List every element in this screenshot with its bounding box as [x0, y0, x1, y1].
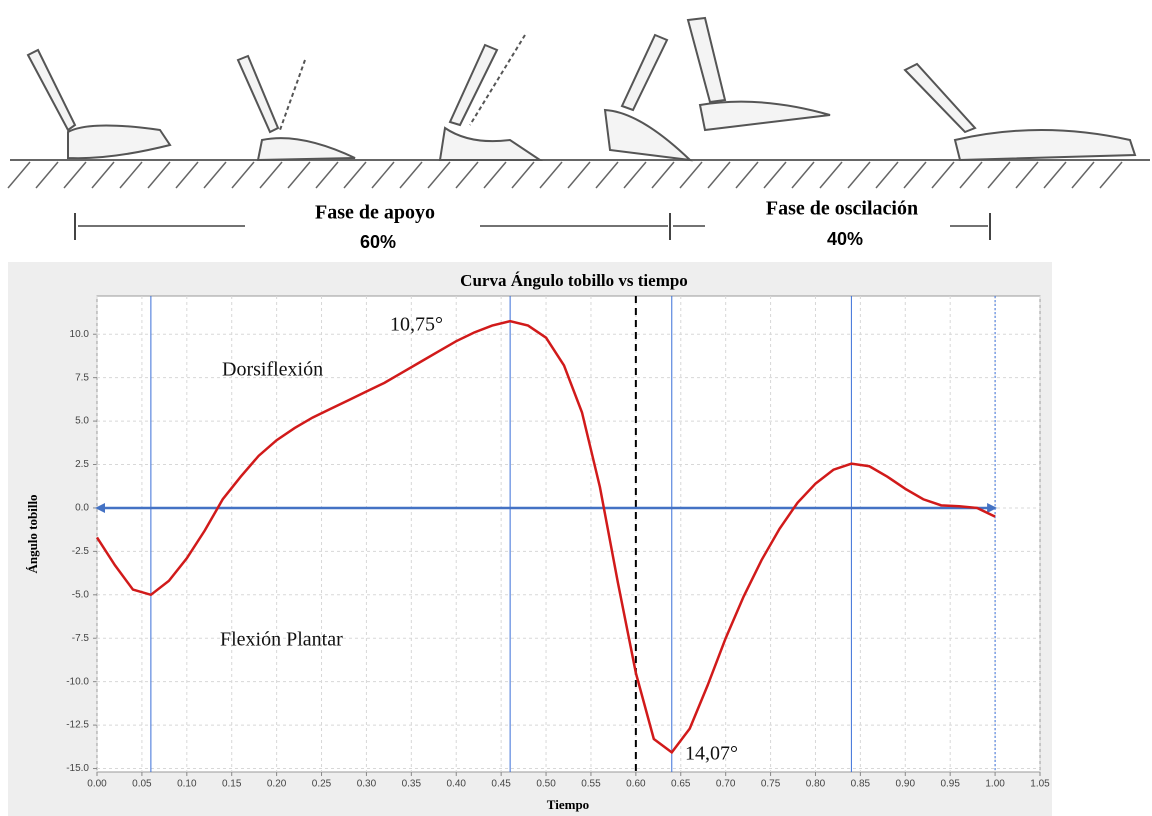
arrowhead	[95, 502, 105, 513]
x-tick-label: 0.20	[267, 779, 287, 790]
y-tick-label: -10.0	[66, 676, 89, 687]
ground-hatch	[371, 161, 395, 189]
ground-hatch	[707, 161, 731, 189]
x-tick-label: 0.25	[312, 779, 332, 790]
ground-hatch	[1015, 161, 1039, 189]
ground-hatch	[959, 161, 983, 189]
plot: 10.0 7.5 5.0 2.5 0.0 -2.5 -5.0 -7.5 -10.0 -12.5 -1…	[66, 296, 1050, 790]
y-tick-label: -15.0	[66, 763, 89, 774]
ground-hatch	[651, 161, 675, 189]
ground-hatch	[399, 161, 423, 189]
x-tick-label: 0.95	[940, 779, 960, 790]
ground-hatch	[735, 161, 759, 189]
x-tick-label: 0.50	[536, 779, 556, 790]
y-tick-label: 10.0	[70, 329, 90, 340]
x-tick-label: 0.40	[447, 779, 467, 790]
x-axis-label: Tiempo	[547, 797, 589, 812]
x-tick-label: 0.70	[716, 779, 736, 790]
phase-percent: 60%	[360, 232, 396, 252]
ground-hatch	[623, 161, 647, 189]
x-tick-label: 0.75	[761, 779, 781, 790]
phase-title: Fase de oscilación	[766, 198, 918, 220]
y-tick-label: -5.0	[72, 589, 90, 600]
ground-hatch	[91, 161, 115, 189]
x-tick-label: 0.15	[222, 779, 242, 790]
ground-hatch	[287, 161, 311, 189]
y-tick-label: 7.5	[75, 372, 89, 383]
y-tick-label: 5.0	[75, 416, 89, 427]
arrowhead	[987, 502, 998, 513]
data-line	[95, 319, 996, 755]
annotation: 10,75°	[390, 314, 443, 336]
ground-hatch	[679, 161, 703, 189]
ground-hatch	[231, 161, 255, 189]
x-tick-label: 0.55	[581, 779, 601, 790]
phase-title: Fase de apoyo	[315, 202, 435, 224]
ground-hatch	[1071, 161, 1095, 189]
y-tick-label: 0.0	[75, 503, 89, 514]
x-tick-label: 1.05	[1030, 779, 1050, 790]
x-tick-label: 0.10	[177, 779, 197, 790]
ground-hatch	[175, 161, 199, 189]
ground-hatch	[455, 161, 479, 189]
ground-hatch	[987, 161, 1011, 189]
gait-illustration: Fase de apoyo 60% Fase de oscilación 40%	[7, 16, 1150, 252]
ground-hatch	[343, 161, 367, 189]
x-tick-label: 0.90	[896, 779, 916, 790]
ground-hatch	[903, 161, 927, 189]
ground-hatch	[791, 161, 815, 189]
x-tick-label: 0.65	[671, 779, 691, 790]
ground-hatch	[847, 161, 871, 189]
ground-hatch	[1043, 161, 1067, 189]
ground-hatch	[819, 161, 843, 189]
annotation: 14,07°	[685, 743, 738, 765]
y-tick-label: 2.5	[75, 459, 89, 470]
ground-hatch	[539, 161, 563, 189]
ground-hatch	[147, 161, 171, 189]
ground-hatch	[7, 161, 31, 189]
ground-hatch	[763, 161, 787, 189]
x-tick-label: 1.00	[985, 779, 1005, 790]
ground-hatch	[511, 161, 535, 189]
ground-hatch	[63, 161, 87, 189]
x-tick-label: 0.00	[87, 779, 107, 790]
annotation: Flexión Plantar	[220, 629, 343, 651]
x-tick-label: 0.05	[132, 779, 152, 790]
ground-hatch	[483, 161, 507, 189]
ground-hatch	[595, 161, 619, 189]
ground-hatch	[567, 161, 591, 189]
x-tick-label: 0.35	[402, 779, 422, 790]
y-tick-label: -12.5	[66, 720, 89, 731]
x-tick-label: 0.30	[357, 779, 377, 790]
x-tick-label: 0.60	[626, 779, 646, 790]
annotation: Dorsiflexión	[222, 359, 323, 381]
ground-hatch	[1099, 161, 1123, 189]
ground-hatch	[119, 161, 143, 189]
ground-hatch	[259, 161, 283, 189]
y-tick-label: -7.5	[72, 633, 90, 644]
ground-hatch	[35, 161, 59, 189]
x-tick-label: 0.85	[851, 779, 871, 790]
x-tick-label: 0.45	[491, 779, 511, 790]
y-axis-label: Ángulo tobillo	[25, 494, 40, 573]
ground-hatch	[315, 161, 339, 189]
ground-hatch	[931, 161, 955, 189]
chart-title: Curva Ángulo tobillo vs tiempo	[460, 271, 688, 290]
ground-hatch	[203, 161, 227, 189]
ground-hatch	[875, 161, 899, 189]
ground-hatch	[427, 161, 451, 189]
x-tick-label: 0.80	[806, 779, 826, 790]
y-tick-label: -2.5	[72, 546, 90, 557]
phase-percent: 40%	[827, 229, 863, 249]
